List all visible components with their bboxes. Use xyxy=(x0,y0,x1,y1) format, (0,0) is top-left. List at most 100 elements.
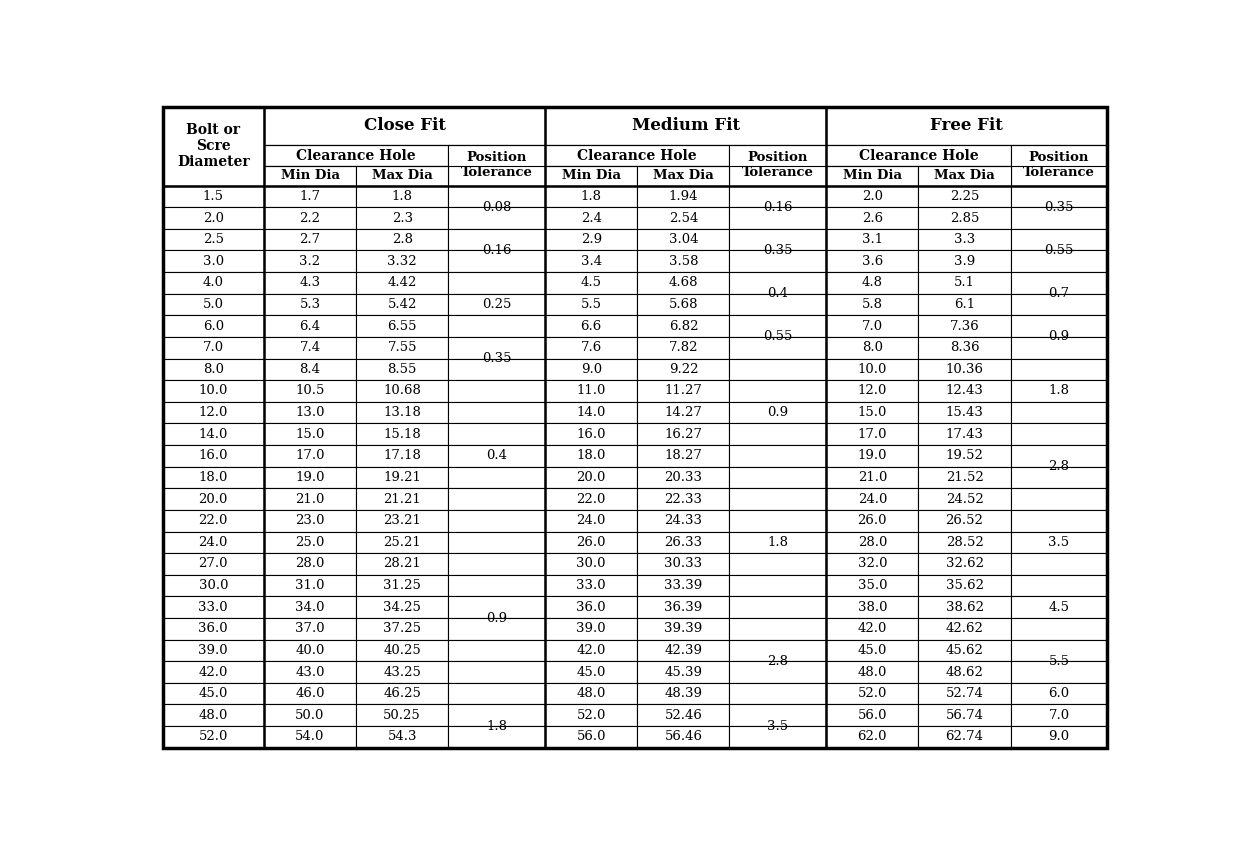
Text: 15.0: 15.0 xyxy=(295,428,325,441)
Bar xyxy=(637,596,730,618)
Bar xyxy=(545,272,637,294)
Bar xyxy=(730,467,826,488)
Text: 2.85: 2.85 xyxy=(950,212,979,224)
Text: 25.21: 25.21 xyxy=(383,536,421,549)
Text: 21.0: 21.0 xyxy=(295,492,325,506)
Text: 8.55: 8.55 xyxy=(388,363,416,376)
Bar xyxy=(449,445,545,467)
Bar xyxy=(1011,531,1108,553)
Text: Max Dia: Max Dia xyxy=(372,169,432,183)
Text: 18.0: 18.0 xyxy=(198,471,228,484)
Text: 7.0: 7.0 xyxy=(862,320,883,332)
Bar xyxy=(545,402,637,423)
Bar xyxy=(826,488,918,510)
Text: 52.0: 52.0 xyxy=(576,709,606,722)
Bar xyxy=(545,207,637,228)
Text: 48.62: 48.62 xyxy=(945,666,984,678)
Bar xyxy=(264,207,356,228)
Text: 42.0: 42.0 xyxy=(857,623,887,635)
Text: 12.0: 12.0 xyxy=(857,384,887,398)
Bar xyxy=(264,662,356,683)
Text: 25.0: 25.0 xyxy=(295,536,325,549)
Text: 3.5: 3.5 xyxy=(767,720,788,733)
Bar xyxy=(356,683,449,705)
Bar xyxy=(449,207,545,228)
Bar xyxy=(264,574,356,596)
Text: 3.58: 3.58 xyxy=(669,255,698,267)
Bar xyxy=(545,488,637,510)
Bar xyxy=(637,510,730,531)
Bar xyxy=(1011,618,1108,640)
Bar xyxy=(449,574,545,596)
Bar xyxy=(264,596,356,618)
Text: 52.0: 52.0 xyxy=(198,730,228,744)
Bar xyxy=(1011,640,1108,662)
Bar xyxy=(826,359,918,380)
Bar xyxy=(449,683,545,705)
Text: 28.52: 28.52 xyxy=(945,536,984,549)
Bar xyxy=(826,510,918,531)
Text: 48.39: 48.39 xyxy=(664,687,703,700)
Bar xyxy=(918,272,1011,294)
Text: 11.0: 11.0 xyxy=(576,384,606,398)
Bar xyxy=(826,250,918,272)
Bar xyxy=(637,553,730,574)
Text: 6.0: 6.0 xyxy=(1048,687,1069,700)
Text: 42.0: 42.0 xyxy=(198,666,228,678)
Bar xyxy=(449,272,545,294)
Bar xyxy=(918,359,1011,380)
Bar xyxy=(264,146,449,167)
Bar xyxy=(162,337,264,359)
Text: 4.5: 4.5 xyxy=(581,277,602,289)
Text: 38.0: 38.0 xyxy=(857,601,887,613)
Bar xyxy=(264,445,356,467)
Text: 7.0: 7.0 xyxy=(1048,709,1069,722)
Text: 37.0: 37.0 xyxy=(295,623,325,635)
Bar xyxy=(918,726,1011,748)
Text: 14.27: 14.27 xyxy=(664,406,703,419)
Text: 45.0: 45.0 xyxy=(576,666,606,678)
Text: 23.21: 23.21 xyxy=(383,514,421,527)
Text: 2.7: 2.7 xyxy=(300,233,321,246)
Bar xyxy=(730,705,826,726)
Bar xyxy=(730,272,826,294)
Bar xyxy=(826,618,918,640)
Bar xyxy=(826,596,918,618)
Bar xyxy=(918,316,1011,337)
Text: 3.9: 3.9 xyxy=(954,255,975,267)
Bar xyxy=(918,445,1011,467)
Bar xyxy=(918,402,1011,423)
Bar xyxy=(826,337,918,359)
Text: Position
Tolerance: Position Tolerance xyxy=(742,151,814,179)
Text: 32.0: 32.0 xyxy=(857,558,887,570)
Bar xyxy=(449,250,545,272)
Text: 6.4: 6.4 xyxy=(300,320,321,332)
Bar xyxy=(449,553,545,574)
Bar xyxy=(1011,510,1108,531)
Bar xyxy=(637,316,730,337)
Text: 3.3: 3.3 xyxy=(954,233,975,246)
Text: Max Dia: Max Dia xyxy=(934,169,995,183)
Bar xyxy=(826,705,918,726)
Bar xyxy=(1011,294,1108,316)
Bar xyxy=(356,510,449,531)
Bar xyxy=(826,402,918,423)
Text: Max Dia: Max Dia xyxy=(653,169,714,183)
Bar xyxy=(264,683,356,705)
Text: 1.8: 1.8 xyxy=(392,190,413,203)
Text: 0.16: 0.16 xyxy=(763,201,793,214)
Text: 14.0: 14.0 xyxy=(198,428,228,441)
Bar xyxy=(826,316,918,337)
Text: 4.3: 4.3 xyxy=(300,277,321,289)
Text: 10.0: 10.0 xyxy=(857,363,887,376)
Bar xyxy=(162,662,264,683)
Bar xyxy=(162,531,264,553)
Bar xyxy=(918,640,1011,662)
Text: 50.25: 50.25 xyxy=(383,709,421,722)
Text: 28.0: 28.0 xyxy=(857,536,887,549)
Bar xyxy=(826,167,918,185)
Text: 5.68: 5.68 xyxy=(669,298,698,311)
Text: Clearance Hole: Clearance Hole xyxy=(577,149,698,162)
Bar xyxy=(730,316,826,337)
Text: 5.0: 5.0 xyxy=(203,298,224,311)
